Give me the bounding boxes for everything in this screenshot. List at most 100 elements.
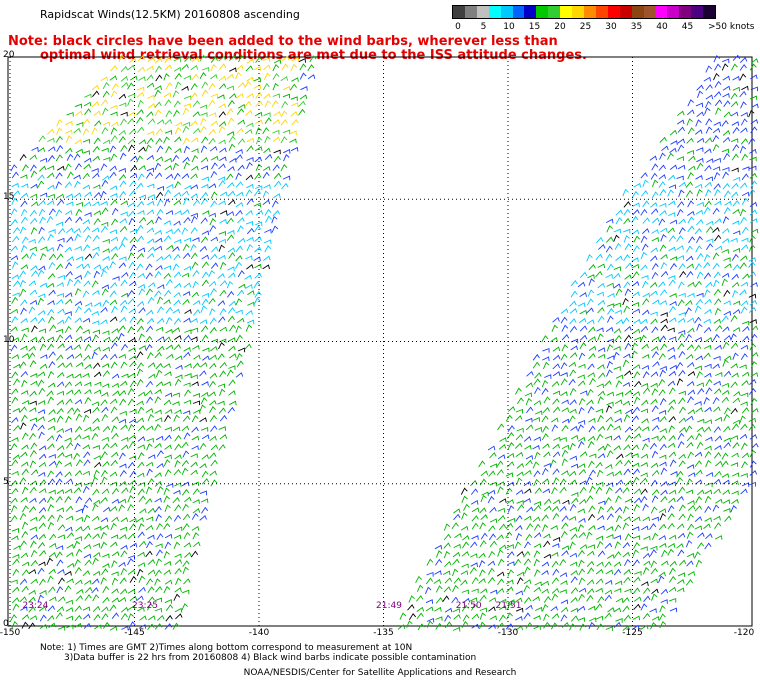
wind-barb [119,526,128,532]
wind-barb [587,372,596,377]
wind-barb [496,534,504,541]
wind-barb [109,506,118,512]
wind-barb [201,176,210,182]
wind-barb [10,218,18,226]
wind-barb [29,486,37,494]
wind-barb [172,497,180,504]
wind-barb [705,84,713,91]
wind-barb [56,119,63,127]
wind-barb [739,73,747,81]
wind-barb [696,188,703,197]
wind-barb [613,435,621,441]
wind-barb [254,272,262,279]
wind-barb [127,461,135,469]
wind-barb [219,434,228,440]
wind-barb [128,189,137,197]
footnote-line-1: Note: 1) Times are GMT 2)Times along bot… [40,643,413,653]
wind-barb [191,137,199,143]
wind-barb [30,380,38,386]
wind-barb [37,336,46,343]
wind-barb [49,460,57,467]
wind-barb [37,542,46,549]
wind-barb [605,253,613,261]
wind-barb [183,197,190,205]
wind-barb [687,370,696,377]
wind-barb [138,76,146,81]
wind-barb [588,336,597,342]
wind-barb [650,202,658,208]
wind-barb [155,216,162,224]
wind-barb [127,210,136,217]
wind-barb [109,481,118,487]
wind-barb [92,362,101,369]
wind-barb [157,306,164,314]
wind-barb [28,506,37,513]
wind-barb [64,325,72,334]
wind-barb [155,543,163,549]
wind-barb [100,497,108,504]
wind-barb [29,526,37,532]
latitude-label: 20 [3,50,15,60]
wind-barb [146,437,154,443]
wind-barb [696,252,704,260]
wind-barb [516,577,524,585]
wind-barb [47,504,55,512]
wind-barb [543,553,552,559]
wind-barb [183,531,191,540]
wind-barb [253,66,262,71]
wind-barb [235,309,243,315]
wind-barb [579,309,588,315]
wind-barb [156,208,164,216]
wind-barb [226,131,235,136]
wind-barb [101,606,109,613]
wind-barb [155,549,163,557]
wind-barb [577,605,586,611]
wind-barb [65,345,73,351]
wind-barb [101,147,109,153]
wind-barb [705,126,713,134]
wind-barb [22,505,29,513]
wind-barb [74,139,83,145]
wind-barb [739,57,748,64]
wind-barb [109,471,118,477]
wind-barb [723,190,731,198]
wind-barb [101,221,109,227]
wind-barb [739,208,747,217]
wind-barb [246,183,254,189]
wind-barb [190,193,199,199]
wind-barb [146,288,153,296]
wind-barb [651,516,659,522]
wind-barb [201,261,209,269]
wind-barb [704,298,712,305]
wind-barb [109,171,117,179]
wind-barb [173,514,181,522]
wind-barb [640,546,648,551]
wind-barb [91,101,100,108]
wind-barb [74,425,83,433]
wind-barb [100,577,107,585]
wind-barb [686,344,695,351]
wind-barb [191,73,199,81]
wind-barb [74,233,81,241]
wind-barb [678,460,686,468]
wind-barb [498,523,507,531]
latitude-label: 10 [3,334,15,345]
wind-barb [487,489,496,495]
wind-barb [641,525,649,531]
wind-barb [686,149,695,155]
wind-barb [506,602,514,611]
wind-barb [20,174,28,180]
wind-barb [669,301,677,306]
wind-barb [739,64,747,71]
wind-barb [74,317,83,323]
wind-barb [497,423,505,431]
wind-barb [93,184,101,190]
wind-barb [11,296,19,304]
wind-barb [678,390,686,396]
wind-barb [703,261,711,269]
wind-barb [238,54,245,63]
wind-barb [11,535,19,541]
wind-barb [56,199,65,206]
wind-barb [596,481,604,487]
wind-barb [235,325,242,333]
